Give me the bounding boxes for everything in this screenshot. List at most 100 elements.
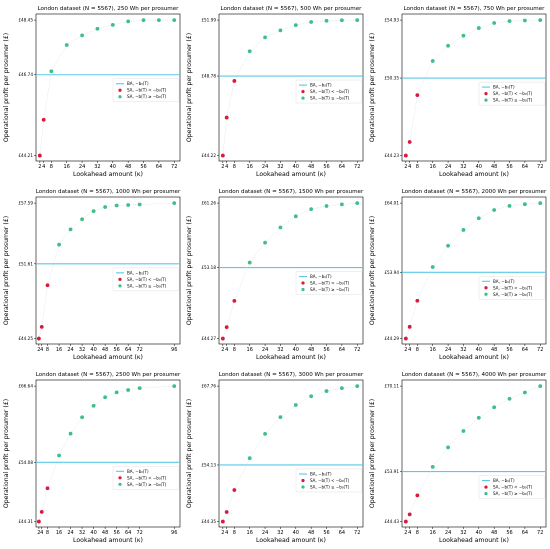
y-tick-label: £48.45: [18, 18, 33, 23]
x-tick-label: 2: [221, 530, 224, 536]
sa-point-above: [522, 390, 527, 395]
legend-ba-label: BA, −b₀(T): [127, 270, 149, 275]
x-tick-label: 16: [64, 164, 70, 170]
sa-point-above: [156, 18, 161, 22]
x-tick-label: 2: [37, 530, 40, 536]
sa-point-below: [232, 298, 237, 303]
y-tick-label: £48.78: [201, 74, 216, 79]
legend-above-swatch: [118, 95, 122, 99]
sa-point-above: [309, 394, 314, 399]
sa-point-above: [263, 240, 267, 245]
x-tick-label: 32: [79, 347, 85, 353]
chart-panel-2: London dataset (N = 5567), 500 Wh per pr…: [186, 6, 364, 178]
x-tick-label: 64: [522, 164, 528, 170]
sa-connector: [405, 385, 541, 522]
chart-panel-9: London dataset (N = 5567), 4000 Wh per p…: [369, 372, 547, 544]
legend-above-swatch: [484, 292, 488, 296]
x-tick-label: 48: [491, 530, 497, 536]
x-tick-label: 64: [339, 164, 345, 170]
legend-ba-label: BA, −b₀(T): [127, 81, 149, 86]
sa-point-above: [114, 203, 119, 208]
x-tick-label: 8: [233, 164, 236, 170]
x-tick-label: 4: [225, 347, 228, 353]
chart-title: London dataset (N = 5567), 2500 Wh per p…: [36, 372, 181, 378]
sa-point-above: [172, 18, 177, 22]
sa-point-above: [446, 445, 450, 450]
sa-point-above: [126, 203, 131, 207]
sa-point-above: [137, 202, 142, 207]
x-tick-label: 24: [445, 347, 451, 353]
x-tick-label: 32: [277, 164, 283, 170]
sa-point-below: [224, 115, 229, 120]
sa-point-above: [68, 227, 73, 232]
plot-frame: [35, 13, 181, 162]
x-tick-label: 56: [323, 347, 329, 353]
sa-point-above: [309, 207, 314, 212]
y-axis-label: Operational profit per prosumer (£): [186, 216, 193, 325]
sa-point-above: [103, 395, 108, 400]
x-tick-label: 48: [308, 347, 314, 353]
chart-title: London dataset (N = 5567), 250 Wh per pr…: [38, 6, 180, 12]
sa-point-above: [64, 43, 69, 47]
legend-box: [112, 78, 180, 102]
sa-point-below: [407, 140, 412, 144]
x-tick-label: 24: [445, 164, 451, 170]
x-tick-label: 4: [40, 530, 43, 536]
y-tick-label: £51.61: [18, 261, 33, 266]
x-tick-label: 56: [506, 164, 512, 170]
sa-point-below: [36, 336, 41, 341]
sa-point-above: [461, 429, 466, 433]
x-axis-label: Lookahead amount (κ): [73, 171, 143, 178]
x-tick-label: 2: [221, 347, 224, 353]
x-tick-label: 16: [56, 530, 62, 536]
y-axis-label: Operational profit per prosumer (£): [3, 399, 10, 508]
sa-point-above: [80, 217, 84, 222]
sa-point-below: [37, 153, 42, 158]
x-tick-label: 2: [221, 164, 224, 170]
sa-point-below: [45, 283, 50, 288]
x-tick-label: 56: [506, 530, 512, 536]
x-tick-label: 4: [42, 164, 45, 170]
y-tick-label: £44.35: [201, 519, 216, 524]
x-tick-label: 24: [445, 530, 451, 536]
sa-point-above: [247, 456, 252, 461]
sa-point-below: [39, 325, 44, 329]
sa-point-above: [263, 35, 267, 40]
plot-frame: [218, 13, 364, 162]
sa-point-above: [507, 204, 512, 208]
x-tick-label: 40: [476, 347, 482, 353]
y-tick-label: £44.31: [18, 519, 33, 524]
x-tick-label: 16: [247, 347, 253, 353]
sa-point-below: [45, 486, 50, 491]
legend-ba-label: BA, −b₀(T): [127, 469, 149, 474]
x-tick-label: 16: [247, 164, 253, 170]
legend-above-swatch: [484, 98, 488, 102]
x-tick-label: 4: [408, 164, 411, 170]
sa-point-above: [339, 18, 344, 23]
y-tick-label: £44.43: [384, 519, 399, 524]
x-axis-label: Lookahead amount (κ): [73, 537, 143, 544]
x-axis-label: Lookahead amount (κ): [439, 171, 509, 178]
y-tick-label: £44.27: [201, 336, 216, 341]
x-tick-label: 72: [171, 164, 177, 170]
legend-below-label: SA, −b(T) < −b₀(T): [493, 285, 533, 290]
x-tick-label: 24: [67, 347, 73, 353]
x-tick-label: 64: [156, 164, 162, 170]
x-tick-label: 32: [79, 530, 85, 536]
legend-box: [478, 81, 546, 106]
y-tick-label: £54.13: [201, 462, 216, 467]
x-tick-label: 32: [460, 530, 466, 536]
legend-box: [112, 466, 180, 490]
x-axis-label: Lookahead amount (κ): [439, 354, 509, 361]
x-tick-label: 24: [262, 530, 268, 536]
chart-panel-1: London dataset (N = 5567), 250 Wh per pr…: [3, 6, 181, 178]
x-tick-label: 16: [430, 164, 436, 170]
x-tick-label: 16: [56, 347, 62, 353]
x-tick-label: 48: [125, 164, 131, 170]
legend-below-label: SA, −b(T) < −b₀(T): [310, 89, 350, 94]
sa-point-above: [538, 18, 543, 22]
chart-panel-8: London dataset (N = 5567), 3000 Wh per p…: [186, 372, 364, 544]
x-tick-label: 72: [537, 347, 543, 353]
x-tick-label: 24: [262, 164, 268, 170]
chart-panel-5: London dataset (N = 5567), 1500 Wh per p…: [186, 189, 364, 361]
